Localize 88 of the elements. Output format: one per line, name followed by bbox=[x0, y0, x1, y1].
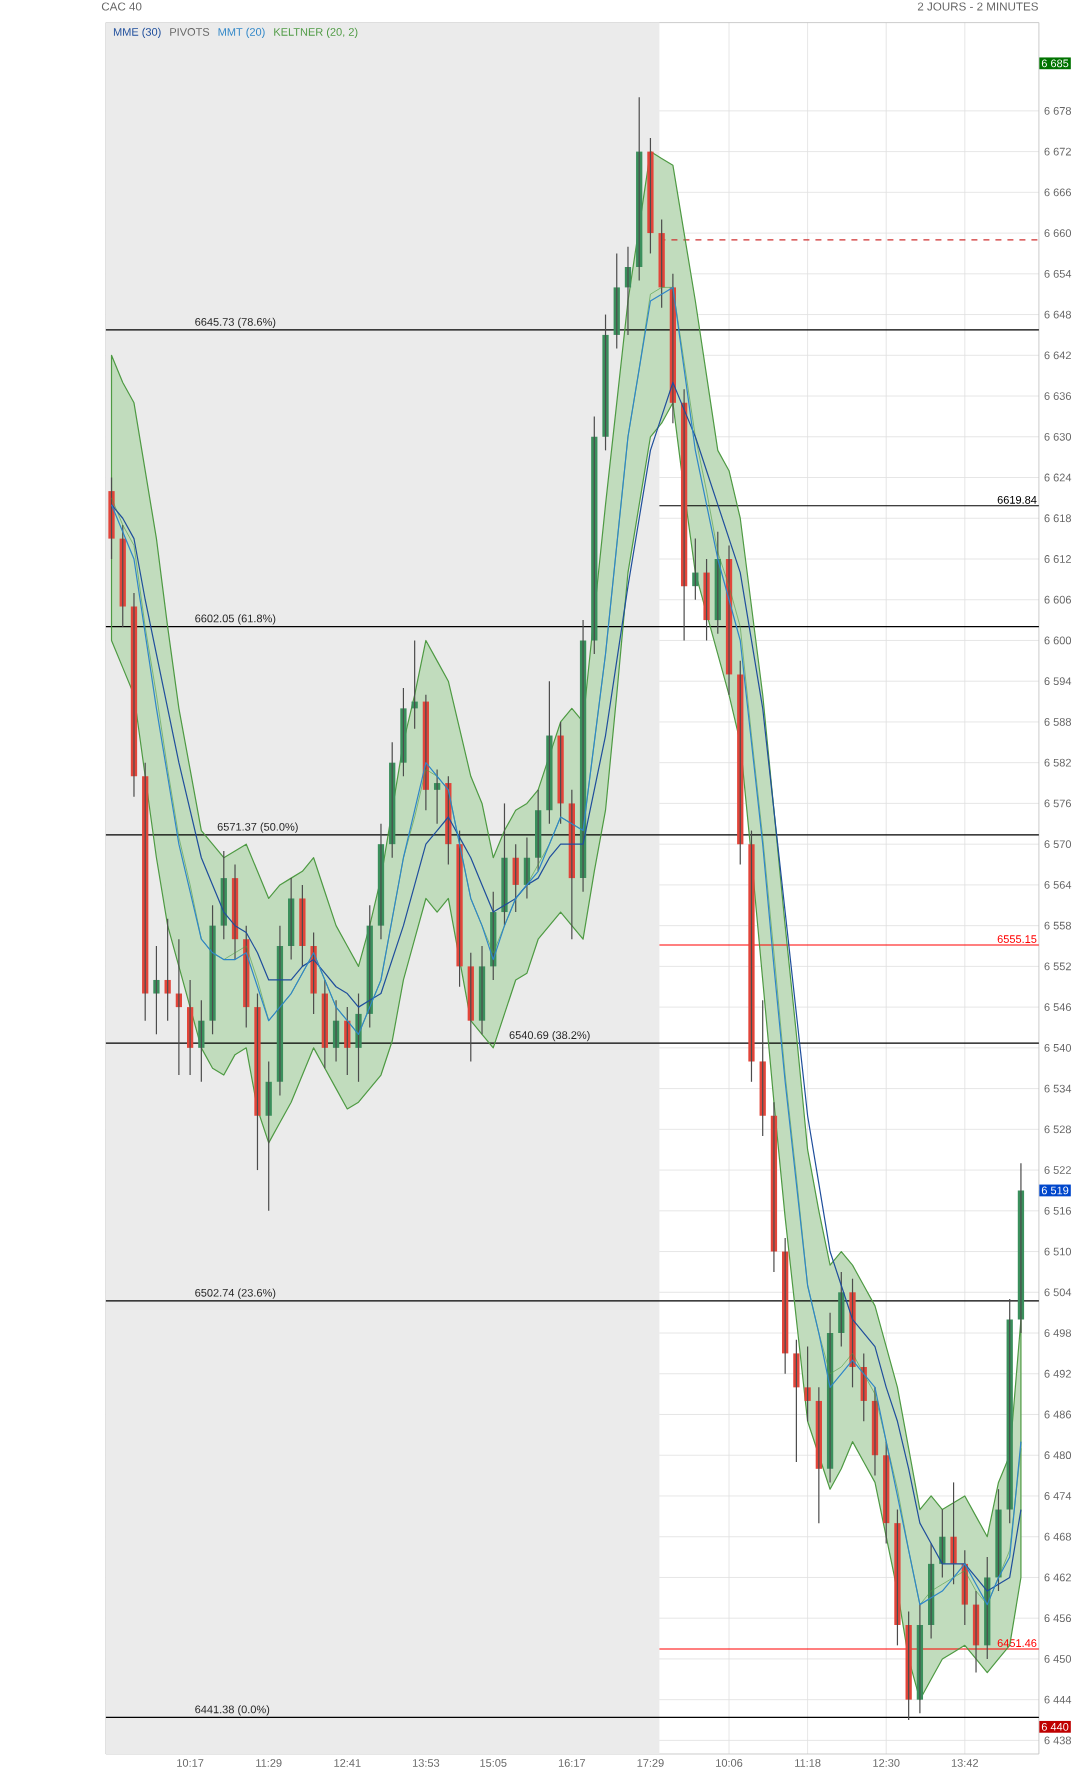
y-tick-label: 6 468 bbox=[1044, 1532, 1072, 1541]
y-tick-label: 6 678 bbox=[1044, 106, 1072, 115]
ref-line-label: 6555.15 bbox=[997, 935, 1037, 943]
candlestick bbox=[546, 680, 553, 825]
y-tick-label: 6 540 bbox=[1044, 1043, 1072, 1052]
candlestick bbox=[400, 687, 407, 777]
ref-line-label: 6441.38 (0.0%) bbox=[195, 1705, 270, 1716]
x-tick-label: 17:29 bbox=[637, 1759, 664, 1767]
candlestick bbox=[804, 1346, 811, 1422]
y-tick-label: 6 618 bbox=[1044, 514, 1072, 523]
text: MMT (20) bbox=[218, 27, 265, 38]
y-tick-label: 6 642 bbox=[1044, 351, 1071, 360]
y-tick-label: 6 450 bbox=[1044, 1655, 1072, 1663]
x-tick-label: 13:42 bbox=[951, 1759, 979, 1767]
y-tick-label: 6 474 bbox=[1044, 1492, 1072, 1500]
y-tick-label: 6 546 bbox=[1044, 1003, 1072, 1011]
y-tick-label: 6 486 bbox=[1044, 1410, 1072, 1419]
ref-line-label: 6502.74 (23.6%) bbox=[195, 1288, 276, 1299]
candlestick bbox=[995, 1488, 1002, 1592]
y-tick-label: 6 552 bbox=[1044, 962, 1071, 971]
y-tick-label: 6 522 bbox=[1044, 1166, 1071, 1174]
candlestick bbox=[299, 884, 306, 967]
y-tick-label: 6 660 bbox=[1044, 229, 1072, 237]
y-tick-label: 6 582 bbox=[1044, 758, 1071, 767]
y-tick-label: 6 666 bbox=[1044, 188, 1072, 197]
candlestick bbox=[557, 721, 564, 825]
y-tick-label: 6 624 bbox=[1044, 473, 1072, 482]
ref-line-label: 6645.73 (78.6%) bbox=[195, 317, 276, 328]
candlestick bbox=[209, 904, 216, 1035]
y-tick-label: 6 636 bbox=[1044, 392, 1072, 400]
y-tick-label: 6 498 bbox=[1044, 1329, 1072, 1337]
y-tick-label: 6 648 bbox=[1044, 310, 1072, 319]
text: MME (30) bbox=[113, 27, 161, 38]
y-tick-label: 6 516 bbox=[1044, 1206, 1072, 1215]
candlestick bbox=[501, 802, 508, 927]
y-tick-label: 6 444 bbox=[1044, 1695, 1072, 1704]
candlestick bbox=[153, 945, 160, 1035]
ref-line-label: 6571.37 (50.0%) bbox=[217, 822, 298, 833]
candlestick bbox=[793, 1339, 800, 1463]
y-tick-label: 6 492 bbox=[1044, 1369, 1071, 1378]
annotation: 6 685 bbox=[1041, 59, 1069, 68]
ref-line-label: 6602.05 (61.8%) bbox=[195, 614, 276, 625]
ref-line-label: 6619.84 bbox=[997, 495, 1037, 504]
x-tick-label: 11:18 bbox=[795, 1759, 821, 1767]
x-tick-label: 10:17 bbox=[177, 1759, 204, 1767]
y-tick-label: 6 480 bbox=[1044, 1451, 1072, 1460]
y-tick-label: 6 462 bbox=[1044, 1573, 1071, 1582]
annotation: 6 519 bbox=[1041, 1186, 1069, 1195]
candlestick bbox=[703, 558, 710, 642]
ref-line-label: 6451.46 bbox=[997, 1639, 1037, 1648]
candlestick bbox=[602, 313, 609, 451]
x-tick-label: 12:30 bbox=[873, 1759, 900, 1767]
x-tick-label: 13:53 bbox=[413, 1759, 440, 1767]
y-tick-label: 6 630 bbox=[1044, 432, 1072, 441]
y-tick-label: 6 594 bbox=[1044, 677, 1072, 686]
y-tick-label: 6 456 bbox=[1044, 1614, 1072, 1623]
y-tick-label: 6 438 bbox=[1044, 1736, 1072, 1745]
x-tick-label: 16:17 bbox=[558, 1759, 586, 1767]
y-tick-label: 6 576 bbox=[1044, 799, 1072, 808]
y-tick-label: 6 600 bbox=[1044, 636, 1072, 645]
y-tick-label: 6 564 bbox=[1044, 881, 1072, 889]
y-tick-label: 6 528 bbox=[1044, 1125, 1072, 1134]
ref-line-label: 6540.69 (38.2%) bbox=[509, 1030, 590, 1042]
chart-subtitle: 2 JOURS - 2 MINUTES bbox=[917, 2, 1039, 11]
x-tick-label: 12:41 bbox=[334, 1759, 361, 1767]
chart-title: CAC 40 bbox=[101, 2, 142, 11]
y-tick-label: 6 504 bbox=[1044, 1288, 1072, 1297]
x-tick-label: 15:05 bbox=[480, 1759, 507, 1767]
y-tick-label: 6 588 bbox=[1044, 718, 1072, 726]
candlestick bbox=[647, 137, 654, 255]
candlestick bbox=[456, 829, 463, 988]
candlestick bbox=[254, 992, 261, 1171]
text: KELTNER (20, 2) bbox=[274, 27, 358, 38]
y-tick-label: 6 534 bbox=[1044, 1084, 1072, 1093]
x-tick-label: 11:29 bbox=[256, 1759, 282, 1767]
annotation: 6 440 bbox=[1041, 1722, 1069, 1731]
annotation: PIVOTS bbox=[170, 28, 210, 36]
y-tick-label: 6 654 bbox=[1044, 269, 1072, 278]
y-tick-label: 6 612 bbox=[1044, 555, 1071, 563]
candlestick bbox=[748, 829, 755, 1083]
y-tick-label: 6 570 bbox=[1044, 840, 1072, 849]
candlestick bbox=[894, 1508, 901, 1646]
y-tick-label: 6 558 bbox=[1044, 921, 1072, 930]
candlestick bbox=[950, 1481, 957, 1585]
y-tick-label: 6 510 bbox=[1044, 1247, 1072, 1256]
x-tick-label: 10:06 bbox=[716, 1759, 743, 1767]
y-tick-label: 6 672 bbox=[1044, 147, 1071, 156]
y-tick-label: 6 606 bbox=[1044, 595, 1072, 604]
